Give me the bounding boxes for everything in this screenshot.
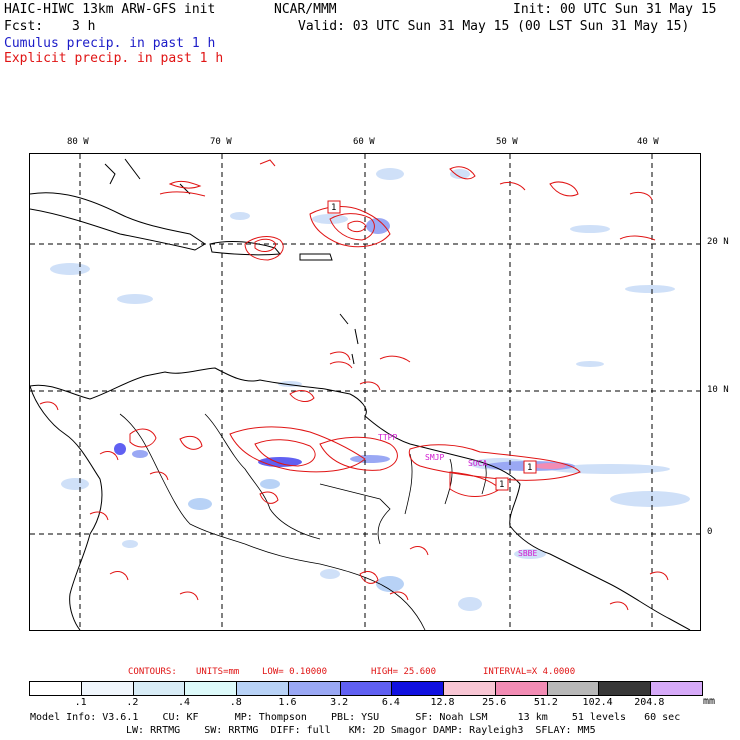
max-label-2: 1 <box>527 463 532 473</box>
station-smjp: SMJP <box>425 453 444 462</box>
max-marker-labels: 1 1 1 <box>331 203 532 490</box>
colorbar-tick-label: .4 <box>178 697 191 708</box>
lon-label-80w: 80 W <box>67 137 89 147</box>
country-borders <box>119 413 487 630</box>
cumulus-legend: Cumulus precip. in past 1 h <box>4 36 216 51</box>
lon-label-50w: 50 W <box>496 137 518 147</box>
colorbar-swatch <box>495 682 548 695</box>
colorbar-swatch <box>444 682 496 695</box>
colorbar-tick-label: 204.8 <box>634 697 665 708</box>
precip-colorbar <box>29 681 703 696</box>
lat-label-0: 0 <box>707 527 713 537</box>
lon-label-70w: 70 W <box>210 137 232 147</box>
model-info-line2: LW: RRTMG SW: RRTMG DIFF: full KM: 2D Sm… <box>126 725 596 736</box>
colorbar-swatch <box>651 682 702 695</box>
colorbar-swatch <box>288 682 341 695</box>
lon-label-60w: 60 W <box>353 137 375 147</box>
contours-interval: INTERVAL=X 4.0000 <box>483 667 576 677</box>
init-time: Init: 00 UTC Sun 31 May 15 <box>513 2 717 17</box>
valid-time: Valid: 03 UTC Sun 31 May 15 (00 LST Sun … <box>298 19 690 34</box>
station-ttpp: TTPP <box>378 433 397 442</box>
colorbar-tick-label: 51.2 <box>533 697 558 708</box>
colorbar-swatch <box>547 682 600 695</box>
colorbar-tick-label: 25.6 <box>482 697 507 708</box>
fcst-value: 3 h <box>72 19 96 34</box>
colorbar-tick-label: .2 <box>126 697 139 708</box>
colorbar-swatch <box>237 682 289 695</box>
max-label-3: 1 <box>499 480 504 490</box>
contours-label: CONTOURS: <box>128 667 177 677</box>
fcst-label: Fcst: <box>4 19 44 34</box>
max-marker-2 <box>523 460 537 474</box>
colorbar-tick-label: 1.6 <box>278 697 297 708</box>
explicit-precip-contours <box>39 159 669 611</box>
model-info-line1: Model Info: V3.6.1 CU: KF MP: Thompson P… <box>30 712 681 723</box>
colorbar-swatch <box>392 682 445 695</box>
colorbar-tick-label: 102.4 <box>582 697 613 708</box>
max-marker-1 <box>327 200 341 214</box>
colorbar-tick-label: 6.4 <box>381 697 400 708</box>
explicit-legend: Explicit precip. in past 1 h <box>4 51 224 66</box>
lat-label-20n: 20 N <box>707 237 729 247</box>
colorbar-swatch <box>81 682 134 695</box>
colorbar-swatch <box>30 682 82 695</box>
station-sbbe: SBBE <box>518 549 537 558</box>
colorbar-swatch <box>185 682 238 695</box>
org-label: NCAR/MMM <box>274 2 337 17</box>
cumulus-precip-areas <box>50 168 690 611</box>
station-soca: SOCA <box>468 459 487 468</box>
colorbar-tick-label: 3.2 <box>330 697 349 708</box>
colorbar-unit: mm <box>703 696 716 707</box>
colorbar-swatch <box>133 682 186 695</box>
lat-label-10n: 10 N <box>707 385 729 395</box>
colorbar-tick-label: .1 <box>74 697 87 708</box>
lat-lon-grid <box>30 154 700 630</box>
lon-label-40w: 40 W <box>637 137 659 147</box>
max-markers <box>327 200 537 491</box>
contours-units: UNITS=mm <box>196 667 240 677</box>
station-labels: TTPP SMJP SOCA SBBE <box>378 433 537 558</box>
map-panel: 1 1 1 TTPP SMJP SOCA SBBE <box>29 153 701 631</box>
max-label-1: 1 <box>331 203 336 213</box>
contours-low: LOW= 0.10000 <box>262 667 328 677</box>
colorbar-swatch <box>599 682 652 695</box>
colorbar-tick-label: 12.8 <box>430 697 455 708</box>
model-title: HAIC-HIWC 13km ARW-GFS init <box>4 2 216 17</box>
contours-high: HIGH= 25.600 <box>371 667 437 677</box>
map-svg: 1 1 1 TTPP SMJP SOCA SBBE <box>30 154 700 630</box>
max-marker-3 <box>495 477 509 491</box>
colorbar-swatch <box>340 682 393 695</box>
colorbar-tick-label: .8 <box>229 697 242 708</box>
